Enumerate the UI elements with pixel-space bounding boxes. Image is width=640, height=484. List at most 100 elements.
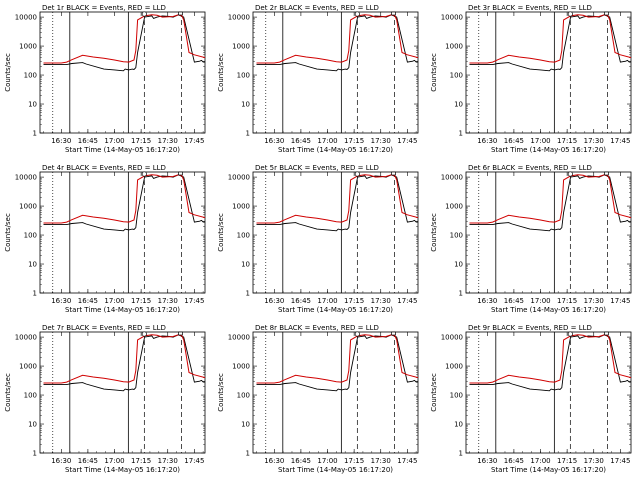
- plot-frame: [39, 11, 206, 134]
- x-axis-label: Start Time (14-May-05 16:17:20): [278, 466, 393, 474]
- x-axis-label: Start Time (14-May-05 16:17:20): [65, 466, 180, 474]
- x-tick-label: 16:45: [291, 137, 311, 145]
- x-tick-label: 17:00: [104, 297, 124, 305]
- chart-title: Det 6r BLACK = Events, RED = LLD: [468, 164, 592, 172]
- x-tick-label: 16:45: [504, 297, 524, 305]
- lld-series-line: [469, 174, 632, 224]
- y-tick-label: 1: [459, 450, 463, 458]
- chart-svg: Det 5r BLACK = Events, RED = LLD 1 10 100 10…: [217, 164, 419, 314]
- events-series-line: [43, 14, 205, 72]
- chart-title: Det 9r BLACK = Events, RED = LLD: [468, 324, 592, 332]
- y-tick-label: 10: [241, 421, 250, 429]
- x-tick-label: 17:00: [317, 457, 337, 465]
- y-tick-label: 100: [24, 72, 37, 80]
- y-tick-label: 1: [459, 130, 463, 138]
- x-tick-label: 16:45: [291, 457, 311, 465]
- detector-panel: Det 9r BLACK = Events, RED = LLD 1 10 100 10…: [426, 320, 639, 480]
- y-tick-label: 1000: [445, 363, 463, 371]
- y-tick-label: 1: [246, 450, 250, 458]
- chart-title: Det 1r BLACK = Events, RED = LLD: [42, 4, 166, 12]
- x-tick-label: 16:45: [78, 137, 98, 145]
- y-tick-label: 10: [241, 261, 250, 269]
- x-axis-label: Start Time (14-May-05 16:17:20): [278, 306, 393, 314]
- lld-series-line: [469, 14, 632, 64]
- y-tick-label: 10: [454, 101, 463, 109]
- y-tick-label: 10: [454, 421, 463, 429]
- chart-title: Det 2r BLACK = Events, RED = LLD: [255, 4, 379, 12]
- saturation-marker: [391, 331, 396, 336]
- x-tick-label: 16:45: [78, 457, 98, 465]
- y-axis-label: Counts/sec: [4, 373, 12, 412]
- y-tick-label: 10: [454, 261, 463, 269]
- plot-frame: [252, 331, 419, 454]
- x-tick-label: 17:15: [557, 137, 577, 145]
- events-series-line: [469, 334, 631, 392]
- x-tick-label: 17:45: [397, 297, 417, 305]
- x-tick-label: 17:15: [344, 137, 364, 145]
- x-tick-label: 16:30: [51, 137, 71, 145]
- y-tick-label: 10: [28, 101, 37, 109]
- x-tick-label: 16:45: [78, 297, 98, 305]
- x-tick-label: 16:30: [477, 297, 497, 305]
- chart-svg: Det 4r BLACK = Events, RED = LLD 1 10 100 10…: [4, 164, 206, 314]
- x-tick-label: 17:00: [104, 457, 124, 465]
- y-tick-label: 1000: [19, 203, 37, 211]
- y-tick-label: 1000: [19, 43, 37, 51]
- saturation-marker: [141, 11, 147, 17]
- detector-panel: Det 5r BLACK = Events, RED = LLD 1 10 100 10…: [213, 160, 426, 320]
- x-tick-label: 17:00: [530, 297, 550, 305]
- x-tick-label: 17:15: [557, 297, 577, 305]
- x-tick-label: 17:45: [610, 137, 630, 145]
- x-tick-label: 16:30: [51, 297, 71, 305]
- saturation-marker: [604, 331, 609, 336]
- saturation-marker: [141, 331, 147, 337]
- lld-series-line: [43, 174, 206, 224]
- x-tick-label: 17:30: [584, 457, 604, 465]
- plot-frame: [465, 171, 632, 294]
- lld-series-line: [256, 14, 419, 64]
- y-tick-label: 1: [246, 290, 250, 298]
- saturation-marker: [391, 11, 396, 16]
- lld-series-line: [43, 14, 206, 64]
- plot-frame: [39, 331, 206, 454]
- events-series-line: [43, 334, 205, 392]
- detector-panel: Det 2r BLACK = Events, RED = LLD 1 10 100 10…: [213, 0, 426, 160]
- plot-frame: [465, 331, 632, 454]
- y-tick-label: 10: [28, 261, 37, 269]
- plot-frame: [465, 11, 632, 134]
- y-tick-label: 10: [241, 101, 250, 109]
- y-axis-label: Counts/sec: [430, 373, 438, 412]
- x-tick-label: 17:00: [530, 137, 550, 145]
- y-tick-label: 10000: [15, 334, 37, 342]
- chart-svg: Det 6r BLACK = Events, RED = LLD 1 10 100 10…: [430, 164, 632, 314]
- y-axis-label: Counts/sec: [4, 213, 12, 252]
- y-tick-label: 1000: [445, 203, 463, 211]
- y-axis-label: Counts/sec: [217, 213, 225, 252]
- x-axis-label: Start Time (14-May-05 16:17:20): [278, 146, 393, 154]
- saturation-marker: [567, 11, 573, 17]
- saturation-marker: [567, 331, 573, 337]
- x-tick-label: 16:30: [51, 457, 71, 465]
- lld-series-line: [256, 334, 419, 384]
- y-tick-label: 10000: [441, 14, 463, 22]
- x-tick-label: 17:15: [344, 457, 364, 465]
- chart-svg: Det 3r BLACK = Events, RED = LLD 1 10 100 10…: [430, 4, 632, 154]
- x-tick-label: 17:00: [104, 137, 124, 145]
- x-tick-label: 17:45: [184, 137, 204, 145]
- y-tick-label: 100: [450, 392, 463, 400]
- x-tick-label: 16:30: [477, 457, 497, 465]
- events-series-line: [256, 174, 418, 232]
- y-tick-label: 1000: [232, 203, 250, 211]
- chart-title: Det 5r BLACK = Events, RED = LLD: [255, 164, 379, 172]
- x-tick-label: 17:45: [610, 297, 630, 305]
- y-tick-label: 100: [450, 232, 463, 240]
- y-tick-label: 1: [246, 130, 250, 138]
- x-axis-label: Start Time (14-May-05 16:17:20): [491, 306, 606, 314]
- saturation-marker: [178, 331, 183, 336]
- x-tick-label: 16:45: [291, 297, 311, 305]
- x-tick-label: 17:15: [344, 297, 364, 305]
- y-axis-label: Counts/sec: [4, 53, 12, 92]
- saturation-marker: [141, 171, 147, 177]
- detector-panel: Det 7r BLACK = Events, RED = LLD 1 10 100 10…: [0, 320, 213, 480]
